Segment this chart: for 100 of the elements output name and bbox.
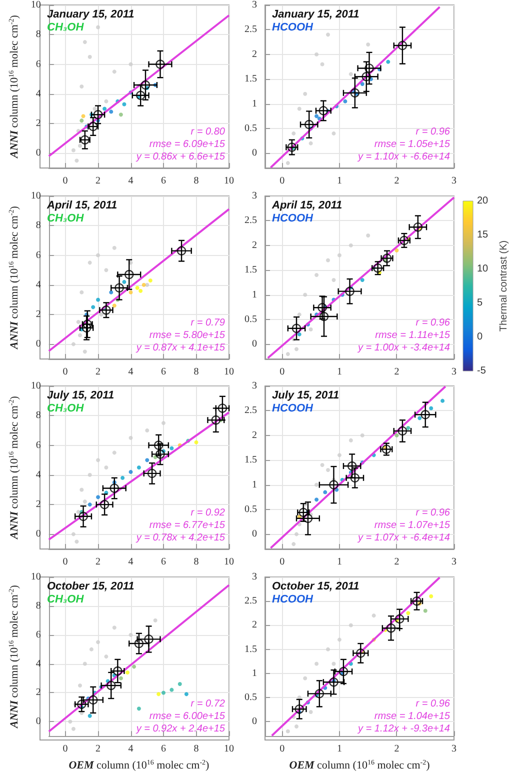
y-tick-label: 2.5 xyxy=(244,214,257,226)
x-tick-label: 10 xyxy=(224,743,234,754)
annotation: y = 0.78x + 4.2e+15 xyxy=(135,532,226,544)
x-tick-label: 4 xyxy=(128,743,134,754)
x-tick-label: 0 xyxy=(62,743,68,754)
annotation: r = 0.96 xyxy=(416,317,450,328)
chart-title: October 15, 2011 xyxy=(47,580,134,592)
text: CH₃OH xyxy=(47,22,85,34)
x-tick-label: 2 xyxy=(394,366,400,377)
x-tick-label: 8 xyxy=(194,366,199,377)
annotation: rmse = 6.00e+15 xyxy=(149,710,226,722)
x-tick-label: 1 xyxy=(336,556,342,568)
y-tick-label: 10 xyxy=(30,380,41,392)
annotation: rmse = 1.11e+15 xyxy=(375,330,450,340)
y-tick-label: 0 xyxy=(252,528,257,540)
y-tick-label: 0.5 xyxy=(244,692,257,703)
annotation: rmse = 6.77e+15 xyxy=(149,520,226,531)
x-tick-label: 2 xyxy=(96,743,101,754)
x-tick-label: 6 xyxy=(161,556,166,568)
y-tick-label: 6 xyxy=(36,628,41,640)
color-bar-label: 5 xyxy=(477,297,483,308)
x-tick-label: 6 xyxy=(161,366,166,377)
x-tick-label: 0 xyxy=(62,176,68,186)
y-tick-label: 0.5 xyxy=(244,313,257,324)
y-tick-label: 1 xyxy=(252,288,257,300)
y-tick-label: 1.5 xyxy=(244,643,257,654)
annotation: r = 0.96 xyxy=(416,508,450,518)
y-tick-label: 2 xyxy=(36,686,41,698)
y-tick-label: 2 xyxy=(36,118,41,130)
chart-title: July 15, 2011 xyxy=(47,390,114,402)
x-tick-label: 2 xyxy=(96,366,101,377)
y-tick-label: 0 xyxy=(36,338,41,350)
y-tick-label: 4 xyxy=(36,278,41,290)
x-tick-label: 3 xyxy=(452,556,456,568)
color-bar-label: 0 xyxy=(477,331,483,342)
x-tick-label: 4 xyxy=(128,366,134,377)
annotation: rmse = 1.07e+15 xyxy=(374,520,450,531)
y-tick-label: 8 xyxy=(36,220,41,231)
x-tick-label: 1 xyxy=(336,743,342,754)
x-tick-label: 3 xyxy=(452,743,456,754)
annotation: r = 0.96 xyxy=(416,126,450,138)
annotation: y = 1.10x + -6.6e+14 xyxy=(356,152,450,162)
x-tick-label: 6 xyxy=(161,176,166,186)
y-tick-label: 4 xyxy=(36,658,41,669)
text: HCOOH xyxy=(272,593,314,605)
chart-title: April 15, 2011 xyxy=(271,199,342,211)
chart-title: January 15, 2011 xyxy=(272,8,360,20)
chart-title: October 15, 2011 xyxy=(272,580,360,592)
y-tick-label: 2 xyxy=(252,48,257,60)
color-bar-label: -5 xyxy=(477,365,486,376)
y-tick-label: 10 xyxy=(30,571,41,582)
y-tick-label: 2.5 xyxy=(244,595,257,606)
annotation: y = 0.87x + 4.1e+15 xyxy=(135,342,226,353)
y-tick-label: 3 xyxy=(252,380,257,392)
x-tick-label: 3 xyxy=(452,176,456,186)
y-tick-label: 3 xyxy=(252,190,257,201)
y-tick-label: 1 xyxy=(252,98,257,110)
y-tick-label: 0.5 xyxy=(244,504,257,515)
x-tick-label: 6 xyxy=(161,743,166,754)
text: HCOOH xyxy=(272,402,314,414)
x-tick-label: 10 xyxy=(224,176,234,186)
x-tick-label: 0 xyxy=(62,366,68,377)
annotation: r = 0.92 xyxy=(190,508,226,518)
annotation: rmse = 5.80e+15 xyxy=(149,330,226,340)
x-tick-label: 8 xyxy=(194,743,199,754)
annotation: r = 0.79 xyxy=(190,317,226,328)
x-tick-label: 4 xyxy=(128,556,134,568)
y-tick-label: 0 xyxy=(252,148,257,159)
annotation: r = 0.96 xyxy=(416,698,450,709)
x-tick-label: 0 xyxy=(280,556,285,568)
y-tick-label: 2 xyxy=(252,239,257,250)
annotation: y = 0.92x + 2.4e+15 xyxy=(135,723,226,734)
annotation: rmse = 1.05e+15 xyxy=(374,139,450,150)
y-tick-label: 1 xyxy=(252,479,257,490)
annotation: rmse = 1.04e+15 xyxy=(374,710,450,722)
x-tick-label: 2 xyxy=(394,743,400,754)
y-tick-label: 1 xyxy=(252,667,257,678)
y-tick-label: 8 xyxy=(36,410,41,422)
y-tick-label: 0.5 xyxy=(244,122,257,134)
y-tick-label: 0 xyxy=(36,716,41,727)
y-tick-label: 0 xyxy=(36,148,41,159)
y-tick-label: 2 xyxy=(36,308,41,320)
x-tick-label: 2 xyxy=(394,556,400,568)
y-tick-label: 6 xyxy=(36,58,41,70)
x-tick-label: 0 xyxy=(62,556,68,568)
text: CH₃OH xyxy=(47,593,85,605)
y-tick-label: 10 xyxy=(30,0,41,10)
x-tick-label: 2 xyxy=(96,176,101,186)
y-tick-label: 3 xyxy=(252,0,257,10)
color-bar-title: Thermal contrast (K) xyxy=(498,240,510,332)
y-tick-label: 1.5 xyxy=(244,74,257,85)
x-tick-label: 4 xyxy=(128,176,134,186)
y-tick-label: 0 xyxy=(252,338,257,350)
y-tick-label: 2 xyxy=(252,619,257,630)
y-tick-label: 3 xyxy=(252,571,257,582)
x-tick-label: 2 xyxy=(96,556,101,568)
annotation: r = 0.72 xyxy=(190,698,226,709)
y-tick-label: 2.5 xyxy=(244,405,257,416)
y-tick-label: 10 xyxy=(30,190,41,201)
x-tick-label: 2 xyxy=(394,176,400,186)
